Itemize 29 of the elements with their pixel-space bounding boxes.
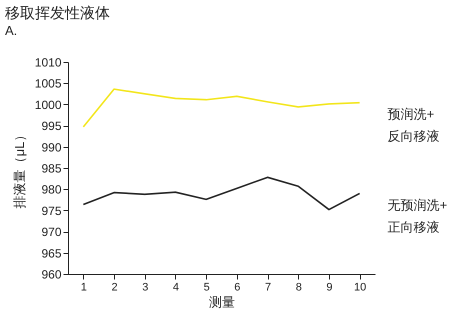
x-tick-label: 6 — [234, 282, 240, 294]
x-tick-label: 8 — [296, 282, 302, 294]
y-tick-label: 960 — [41, 268, 62, 282]
x-axis-title: 测量 — [209, 294, 235, 310]
x-tick-label: 5 — [204, 282, 210, 294]
y-tick-label: 990 — [41, 140, 62, 154]
x-tick-label: 10 — [354, 282, 366, 294]
chart-title: 移取挥发性液体 — [5, 5, 110, 22]
y-axis-title: 排液量（μL） — [12, 128, 27, 208]
y-tick-label: 1005 — [34, 76, 62, 91]
y-tick-label: 970 — [41, 225, 62, 240]
x-tick-label: 3 — [142, 282, 148, 294]
y-tick-label: 965 — [41, 246, 62, 260]
x-tick-label: 7 — [264, 282, 272, 294]
x-tick-label: 2 — [111, 282, 118, 294]
y-tick-label: 1000 — [34, 98, 62, 112]
chart-subtitle: A. — [5, 23, 18, 38]
y-tick-label: 995 — [41, 119, 62, 134]
text: 预润洗+ 反向移液 — [388, 106, 440, 144]
text: 无预润洗+ 正向移液 — [388, 197, 448, 234]
x-tick-label: 1 — [80, 282, 87, 294]
line-series — [82, 176, 360, 210]
y-tick-label: 985 — [41, 162, 62, 176]
y-tick-label: 975 — [41, 204, 62, 218]
x-tick-label: 9 — [326, 282, 333, 294]
line-series — [82, 88, 360, 128]
y-tick-label: 1010 — [34, 56, 62, 70]
x-tick-label: 4 — [172, 282, 180, 294]
y-tick-label: 980 — [41, 182, 62, 197]
